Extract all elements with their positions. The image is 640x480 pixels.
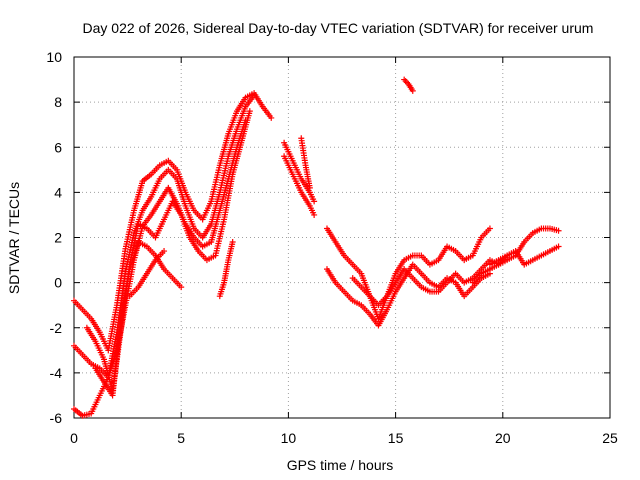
y-tick-label: -6 [50,410,63,426]
data-point-marker [161,248,168,255]
series-track-f [126,248,168,300]
x-tick-label: 5 [177,430,185,446]
data-points [71,76,562,419]
y-tick-label: 4 [54,184,62,200]
series-track-d [83,108,253,394]
y-axis-title: SDTVAR / TECUs [6,182,22,294]
data-point-marker [306,184,313,191]
y-tick-label: -2 [50,320,63,336]
x-tick-label: 15 [388,430,404,446]
data-point-marker [311,211,318,218]
series-track-i [281,153,318,218]
series-track-k [323,225,493,322]
x-tick-label: 0 [70,430,78,446]
series-track-n [401,76,416,94]
data-point-marker [229,239,236,246]
series-track-g [216,239,236,300]
y-tick-label: 6 [54,139,62,155]
data-point-marker [555,227,562,234]
series-track-e [92,239,185,399]
series-track-j [298,135,313,191]
grid [74,57,610,418]
data-point-marker [409,87,416,94]
series-track-p [486,243,562,268]
data-point-marker [178,284,185,291]
x-tick-label: 20 [495,430,511,446]
x-tick-label: 10 [281,430,297,446]
data-point-marker [555,243,562,250]
series-track-l [323,261,493,329]
data-point-marker [246,108,253,115]
axis-ticks: 0 5 10 15 20 25 -6 -4 -2 0 2 4 6 8 10 [46,49,618,446]
data-point-marker [486,225,493,232]
y-tick-label: 8 [54,94,62,110]
y-tick-label: 10 [46,49,62,65]
series-track-h [281,139,318,205]
y-tick-label: 2 [54,230,62,246]
x-tick-label: 25 [602,430,618,446]
y-tick-label: -4 [50,365,63,381]
series-track-a [71,90,275,354]
data-point-marker [268,114,275,121]
y-tick-label: 0 [54,275,62,291]
data-point-marker [251,92,258,99]
x-axis-title: GPS time / hours [287,457,394,473]
data-point-marker [311,198,318,205]
chart-title: Day 022 of 2026, Sidereal Day-to-day VTE… [83,20,594,36]
